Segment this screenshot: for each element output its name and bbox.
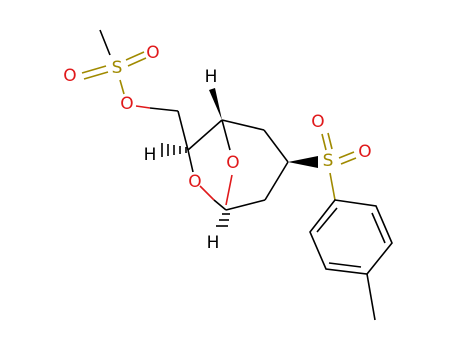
atom-label: S	[323, 151, 334, 171]
atom-label: S	[112, 58, 123, 78]
atom-label: O	[146, 43, 159, 63]
wedge-bond	[288, 156, 318, 168]
atom-labels: S O O O H H O O H S O O	[63, 43, 371, 253]
atom-label: O	[226, 153, 239, 173]
atom-label: O	[188, 172, 201, 192]
wedge-bond	[209, 88, 222, 120]
hashed-bond	[161, 143, 187, 157]
atom-label: H	[205, 67, 218, 87]
atom-label: O	[358, 142, 371, 162]
atom-label: H	[144, 145, 157, 165]
atom-label: O	[120, 94, 133, 114]
atom-label: H	[207, 233, 220, 253]
hashed-bond	[216, 213, 230, 227]
atom-label: O	[311, 112, 324, 132]
atom-label: O	[63, 66, 76, 86]
bonds	[81, 29, 393, 321]
